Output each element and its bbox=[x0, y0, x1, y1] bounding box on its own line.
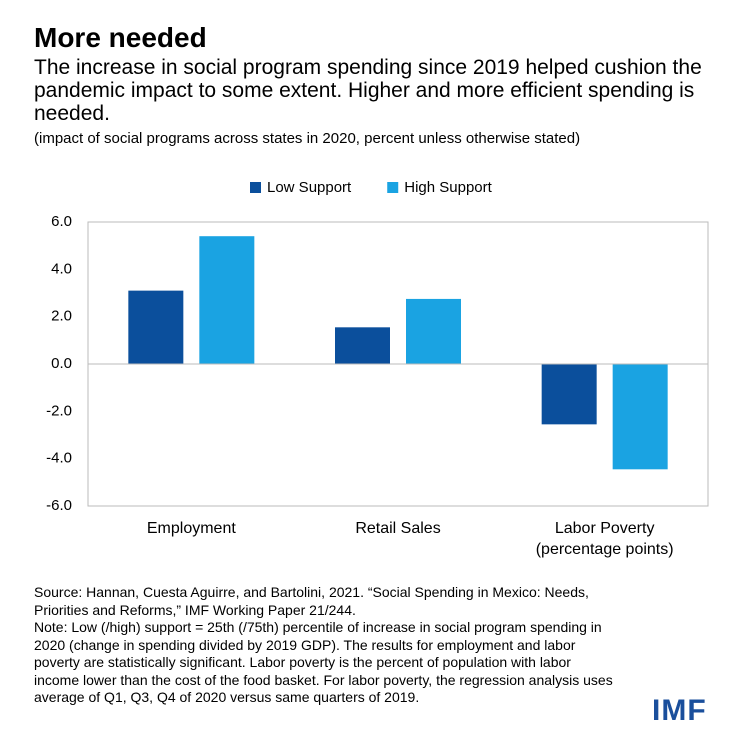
x-tick-label: Labor Poverty (percentage points) bbox=[535, 520, 674, 558]
source: Source: Hannan, Cuesta Aguirre, and Bart… bbox=[34, 584, 614, 707]
bar bbox=[612, 364, 668, 470]
chart-title: More needed bbox=[34, 22, 207, 53]
chart-subtitle: The increase in social program spending … bbox=[34, 56, 702, 125]
source-text: Source: Hannan, Cuesta Aguirre, and Bart… bbox=[34, 584, 589, 618]
y-tick-label: -4.0 bbox=[46, 450, 72, 467]
logo: IMF bbox=[652, 694, 707, 727]
y-tick-label: 0.0 bbox=[51, 355, 72, 372]
bar bbox=[541, 364, 597, 425]
y-tick-label: 2.0 bbox=[51, 308, 72, 325]
y-tick-label: -2.0 bbox=[46, 402, 72, 419]
footnote-text: Note: Low (/high) support = 25th (/75th)… bbox=[34, 619, 613, 705]
legend-swatch bbox=[387, 182, 399, 193]
chart-note: (impact of social programs across states… bbox=[34, 130, 581, 147]
bar bbox=[128, 290, 184, 364]
y-tick-label: -6.0 bbox=[46, 497, 72, 514]
x-tick-label: Employment bbox=[146, 520, 236, 537]
x-tick-label: Retail Sales bbox=[355, 520, 441, 537]
legend-label: High Support bbox=[404, 179, 492, 196]
bar bbox=[199, 236, 255, 364]
legend-label: Low Support bbox=[267, 179, 352, 196]
bar bbox=[335, 327, 390, 364]
legend-swatch bbox=[250, 182, 261, 193]
y-tick-label: 6.0 bbox=[51, 213, 72, 230]
bar bbox=[406, 298, 461, 364]
y-tick-label: 4.0 bbox=[51, 260, 72, 277]
